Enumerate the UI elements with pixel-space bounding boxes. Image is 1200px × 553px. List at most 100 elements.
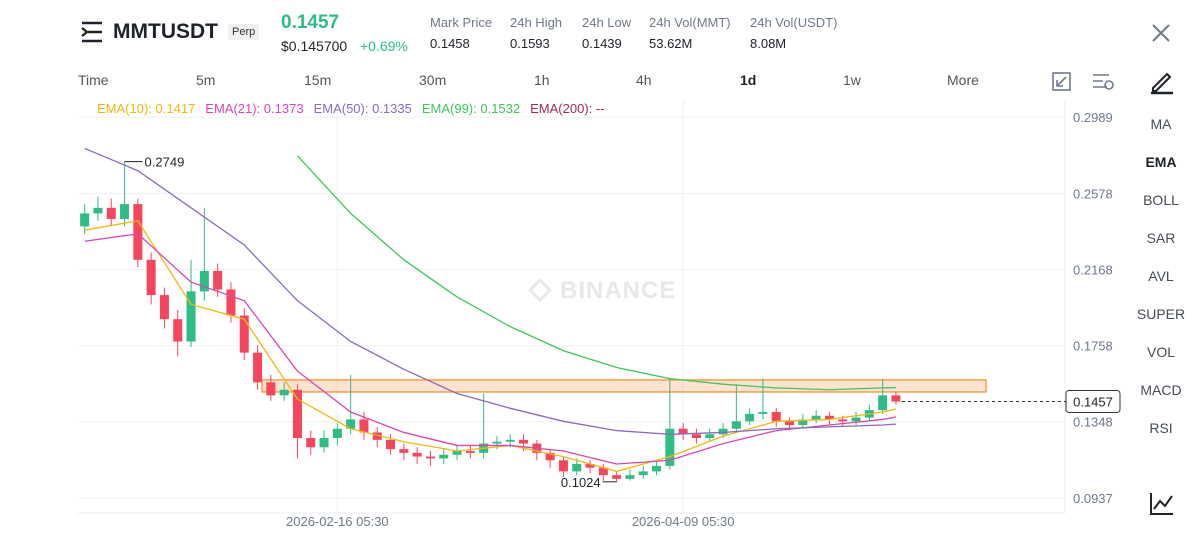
highlight-zone: [261, 379, 987, 393]
y-tick-label: 0.2989: [1073, 110, 1113, 125]
indicator[interactable]: BOLL: [1143, 192, 1179, 208]
indicator[interactable]: SUPER: [1136, 306, 1186, 322]
interval-tab[interactable]: 1w: [843, 72, 861, 88]
y-tick-label: 0.1348: [1073, 415, 1113, 430]
price-tag-label: 0.1457: [1073, 394, 1113, 409]
stat-value: 0.1593: [510, 36, 550, 51]
candle-body: [638, 471, 648, 476]
candle-body: [439, 454, 449, 459]
candle-body: [598, 467, 608, 476]
candle-body: [146, 259, 156, 296]
candle-body: [80, 213, 90, 227]
symbol[interactable]: MMTUSDT: [113, 20, 218, 43]
close-button[interactable]: [1150, 22, 1172, 44]
candle-body: [572, 463, 582, 472]
candle-body: [745, 413, 755, 422]
indicator[interactable]: EMA: [1145, 154, 1177, 170]
candle-body: [306, 438, 316, 448]
legend-entry: EMA(99): 0.1532: [422, 101, 520, 116]
watermark: BINANCE: [560, 277, 676, 304]
ema-line: [84, 147, 896, 435]
legend-entry: EMA(50): 0.1335: [314, 101, 412, 116]
indicator[interactable]: MACD: [1140, 382, 1182, 398]
interval-tab[interactable]: 30m: [419, 72, 447, 88]
candle-body: [811, 415, 821, 420]
candle-body: [399, 449, 409, 453]
indicator[interactable]: AVL: [1148, 268, 1174, 284]
interval-tab[interactable]: 5m: [196, 72, 216, 88]
stat: 24h Low 0.1439: [582, 15, 631, 51]
interval-tab[interactable]: 1d: [740, 72, 757, 88]
stat-value: 53.62M: [649, 36, 693, 51]
legend-entry: EMA(21): 0.1373: [205, 101, 303, 116]
interval-tab[interactable]: Time: [78, 72, 109, 88]
interval-tab[interactable]: 4h: [636, 72, 652, 88]
watermark-logo: [527, 277, 553, 303]
price-tag: [1065, 389, 1121, 413]
stat: 24h High 0.1593: [510, 15, 562, 51]
candle-body: [213, 270, 223, 290]
legend-entry: EMA(10): 0.1417: [97, 101, 195, 116]
candle-body: [412, 452, 422, 457]
candle-body: [465, 451, 475, 453]
badge: Perp: [228, 24, 260, 40]
candle-body: [612, 475, 622, 479]
candle-body: [120, 204, 130, 219]
x-tick-label: 2026-04-09 05:30: [632, 514, 735, 529]
candle-body: [425, 456, 435, 459]
chart-icon[interactable]: [1148, 490, 1176, 518]
candle-body: [519, 439, 529, 444]
candle-body: [878, 395, 888, 411]
candle-body: [505, 439, 515, 442]
candle-body: [253, 352, 263, 383]
candle-body: [652, 465, 662, 472]
candle-body: [319, 438, 329, 448]
candle-body: [492, 441, 502, 444]
indicator[interactable]: MA: [1150, 116, 1172, 132]
interval-tab[interactable]: More: [947, 72, 979, 88]
candle-body: [625, 475, 635, 479]
candle-body: [678, 428, 688, 435]
y-tick-label: 0.2578: [1073, 186, 1113, 201]
x-tick-label: 2026-02-16 05:30: [286, 514, 389, 529]
indicator[interactable]: RSI: [1149, 420, 1173, 436]
legend-entry: EMA(200): --: [530, 101, 604, 116]
interval-tab[interactable]: 1h: [534, 72, 550, 88]
candle-body: [851, 417, 861, 422]
indicator[interactable]: VOL: [1146, 344, 1175, 360]
candle-body: [199, 270, 209, 292]
ema-line: [296, 155, 896, 391]
stat-label: 24h Vol(MMT): [649, 15, 731, 30]
candle-body: [186, 291, 196, 342]
indicator-list: MA EMA BOLL SAR AVL SUPER VOL MACD RSI: [1135, 115, 1187, 457]
candle-body: [359, 419, 369, 433]
last-price: 0.1457: [281, 12, 340, 33]
y-tick-label: 0.1758: [1073, 339, 1113, 354]
candle-body: [824, 415, 834, 420]
candle-body: [665, 428, 675, 466]
ema-line: [84, 220, 897, 473]
candle-body: [226, 289, 236, 316]
candle-body: [239, 315, 249, 353]
candle-body: [346, 419, 356, 429]
interval-tab[interactable]: 15m: [304, 72, 332, 88]
candle-body: [106, 207, 116, 219]
menu-icon[interactable]: [80, 20, 106, 44]
candle-body: [771, 412, 781, 422]
indicator[interactable]: SAR: [1146, 230, 1176, 246]
candle-body: [93, 207, 103, 214]
candle-body: [386, 439, 396, 450]
candle-body: [585, 463, 595, 468]
candle-body: [731, 421, 741, 429]
change: +0.69%: [360, 38, 408, 54]
stat-label: 24h Vol(USDT): [750, 15, 838, 30]
chart: 0.0937 0.1348 0.1758 0.2168 0.2578 0.2989 2026…: [78, 100, 1121, 529]
draw-icon[interactable]: [1148, 68, 1176, 96]
candle-body: [133, 204, 143, 260]
stat-value: 0.1458: [430, 36, 470, 51]
candle-body: [452, 451, 462, 455]
candle-body: [372, 432, 382, 440]
stat-value: 8.08M: [750, 36, 787, 51]
tool-icons[interactable]: [1052, 70, 1132, 94]
candle-body: [758, 412, 768, 414]
